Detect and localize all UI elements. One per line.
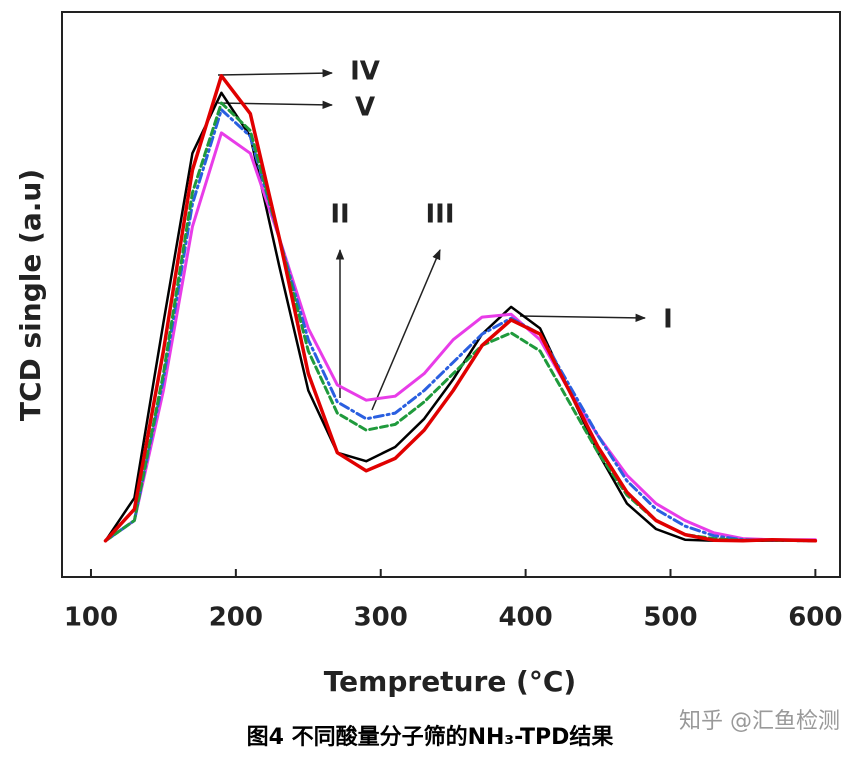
x-tick-label: 100 <box>64 603 118 633</box>
arrow <box>371 249 441 411</box>
series-line <box>104 108 817 543</box>
x-tick-label: 500 <box>643 603 697 633</box>
x-tick-label: 400 <box>498 603 552 633</box>
series-line <box>104 101 817 543</box>
watermark: 知乎 @汇鱼检测 <box>679 709 840 734</box>
x-tick-label: 600 <box>788 603 842 633</box>
series-label: II <box>330 200 349 230</box>
annotation-arrows <box>217 68 647 411</box>
y-axis-title: TCD single (a.u) <box>14 169 47 421</box>
series-label: V <box>355 93 375 123</box>
arrow <box>217 100 334 110</box>
x-tick-label: 300 <box>354 603 408 633</box>
series-label: I <box>663 305 673 335</box>
series-line <box>104 91 817 543</box>
caption: 图4 不同酸量分子筛的NH₃-TPD结果 <box>247 724 614 750</box>
x-tick-label: 200 <box>209 603 263 633</box>
series-line <box>104 131 817 543</box>
x-axis-title: Tempreture (°C) <box>324 665 576 698</box>
arrow <box>519 313 647 323</box>
arrow <box>217 68 334 78</box>
series-label: III <box>425 200 454 230</box>
series-label: IV <box>350 57 380 87</box>
series-line <box>103 74 818 543</box>
plot-frame <box>61 11 841 578</box>
